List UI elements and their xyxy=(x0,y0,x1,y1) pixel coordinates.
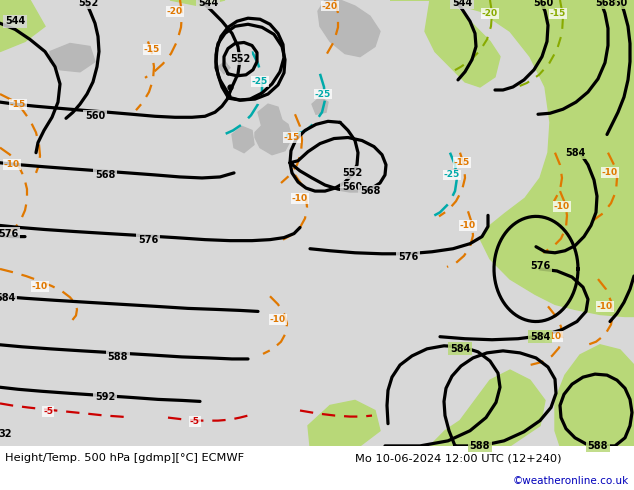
Text: -20: -20 xyxy=(167,7,183,16)
Polygon shape xyxy=(255,117,292,155)
Polygon shape xyxy=(430,370,545,446)
Text: -25: -25 xyxy=(444,171,460,179)
Text: -10: -10 xyxy=(292,194,308,203)
Text: 584: 584 xyxy=(530,332,550,342)
Text: 576: 576 xyxy=(398,252,418,262)
Text: -10: -10 xyxy=(270,315,286,324)
Polygon shape xyxy=(308,400,380,446)
Text: 560: 560 xyxy=(85,111,105,122)
Text: 560: 560 xyxy=(342,182,362,192)
Text: -10: -10 xyxy=(460,221,476,230)
Text: -15: -15 xyxy=(144,45,160,54)
Polygon shape xyxy=(50,44,95,72)
Text: -25: -25 xyxy=(315,90,331,98)
Text: -15: -15 xyxy=(284,133,300,142)
Text: Height/Temp. 500 hPa [gdmp][°C] ECMWF: Height/Temp. 500 hPa [gdmp][°C] ECMWF xyxy=(5,453,244,463)
Text: 592: 592 xyxy=(95,392,115,402)
Text: 584: 584 xyxy=(0,294,15,303)
Text: 568: 568 xyxy=(595,0,615,8)
Text: 560: 560 xyxy=(607,0,627,8)
Text: 552: 552 xyxy=(342,168,362,178)
Text: 588: 588 xyxy=(588,441,608,451)
Text: 588: 588 xyxy=(470,441,490,451)
Text: 544: 544 xyxy=(5,16,25,26)
Polygon shape xyxy=(425,0,500,87)
Text: -15: -15 xyxy=(10,99,26,109)
Text: -25: -25 xyxy=(252,77,268,86)
Text: -20: -20 xyxy=(482,9,498,18)
Text: 544: 544 xyxy=(452,0,472,8)
Text: 576: 576 xyxy=(0,228,18,239)
Polygon shape xyxy=(232,126,254,153)
Polygon shape xyxy=(580,239,634,282)
Text: 568: 568 xyxy=(95,170,115,180)
Polygon shape xyxy=(170,0,225,6)
Text: 568: 568 xyxy=(360,186,380,196)
Text: -20: -20 xyxy=(322,1,338,11)
Polygon shape xyxy=(318,0,380,57)
Polygon shape xyxy=(312,97,328,114)
Text: -15: -15 xyxy=(550,9,566,18)
Text: 588: 588 xyxy=(108,352,128,362)
Text: Mo 10-06-2024 12:00 UTC (12+240): Mo 10-06-2024 12:00 UTC (12+240) xyxy=(355,453,562,463)
Text: 552: 552 xyxy=(78,0,98,8)
Text: 552: 552 xyxy=(230,53,250,64)
Polygon shape xyxy=(555,345,634,446)
Text: -10: -10 xyxy=(597,302,613,311)
Text: -10: -10 xyxy=(4,160,20,170)
Text: 560: 560 xyxy=(533,0,553,8)
Text: 576: 576 xyxy=(138,235,158,245)
Text: 584: 584 xyxy=(450,344,470,354)
Text: 584: 584 xyxy=(565,147,585,158)
Text: 576: 576 xyxy=(530,261,550,271)
Polygon shape xyxy=(390,0,634,317)
Text: -15: -15 xyxy=(454,158,470,167)
Polygon shape xyxy=(0,0,45,51)
Text: -10: -10 xyxy=(602,169,618,177)
Text: 32: 32 xyxy=(0,429,12,439)
Text: 544: 544 xyxy=(198,0,218,8)
Text: -10: -10 xyxy=(546,332,562,341)
Polygon shape xyxy=(218,62,230,74)
Text: -10: -10 xyxy=(554,202,570,211)
Text: -5: -5 xyxy=(43,407,53,416)
Text: -10: -10 xyxy=(32,282,48,291)
Polygon shape xyxy=(258,104,282,130)
Text: ©weatheronline.co.uk: ©weatheronline.co.uk xyxy=(513,476,629,486)
Text: -5: -5 xyxy=(190,417,200,426)
